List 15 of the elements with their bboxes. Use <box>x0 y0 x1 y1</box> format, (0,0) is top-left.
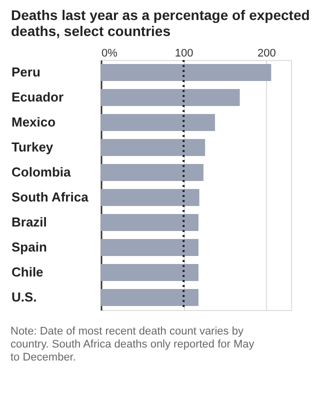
y-tick-label: Colombia <box>12 164 72 180</box>
y-tick-label: Peru <box>12 64 40 80</box>
y-tick-label: Ecuador <box>12 90 64 104</box>
text: Note: Date of most recent death count varies by country. South Africa deaths only reported for May to December. <box>10 326 255 364</box>
y-tick-label: Brazil <box>12 214 47 230</box>
y-tick-label: Mexico <box>12 114 56 130</box>
chart-title: Deaths last year as a percentage of expected deaths, select countries <box>11 7 310 39</box>
y-tick-label: South Africa <box>12 190 90 204</box>
y-tick-label: U.S. <box>12 290 37 304</box>
x-tick-label: 200 <box>258 48 276 60</box>
x-tick-label: 0% <box>102 48 118 60</box>
y-tick-label: Spain <box>12 240 47 254</box>
x-tick-label: 100 <box>174 48 194 60</box>
y-tick-label: Chile <box>12 264 44 280</box>
y-tick-label: Turkey <box>12 140 54 154</box>
